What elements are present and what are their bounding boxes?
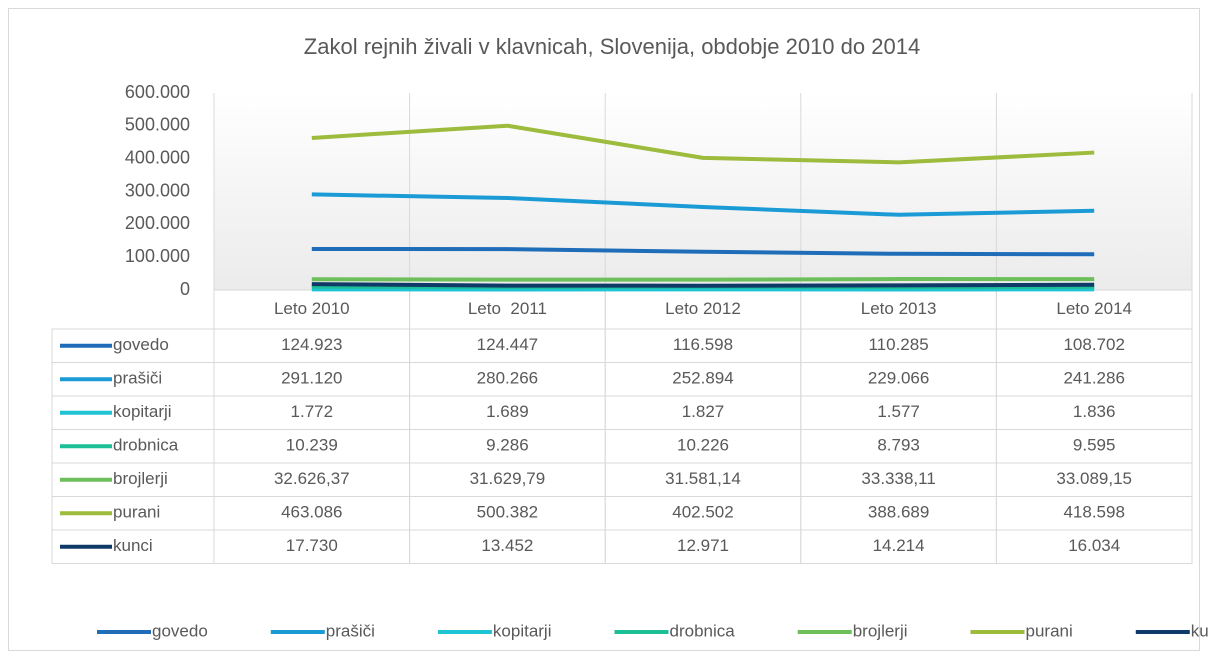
y-tick-label: 0: [180, 279, 190, 299]
legend-label: govedo: [152, 621, 208, 640]
table-cell: [995, 529, 1193, 564]
table-value: 16.034: [1068, 536, 1120, 555]
row-label: brojlerji: [113, 469, 168, 488]
chart-title: Zakol rejnih živali v klavnicah, Sloveni…: [304, 34, 920, 59]
table-value: 17.730: [286, 536, 338, 555]
series-line: [311, 123, 1095, 165]
table-value: 1.689: [486, 402, 529, 421]
table-value: 32.626,37: [274, 469, 350, 488]
table-value: 252.894: [672, 369, 733, 388]
table-value: 9.286: [486, 436, 529, 455]
table-value: 10.226: [677, 436, 729, 455]
series-line: [311, 277, 1095, 282]
table-value: 13.452: [481, 536, 533, 555]
table-value: 33.338,11: [861, 469, 935, 488]
table-value: 1.836: [1073, 402, 1116, 421]
table-value: 110.285: [868, 335, 928, 354]
y-tick-label: 200.000: [125, 213, 190, 233]
y-tick-label: 500.000: [125, 115, 190, 135]
table-value: 500.382: [477, 503, 538, 522]
table-value: 9.595: [1073, 436, 1116, 455]
table-value: 12.971: [677, 536, 729, 555]
row-label: purani: [113, 503, 160, 522]
table-value: 241.286: [1063, 369, 1124, 388]
category-label: Leto 2014: [1056, 299, 1132, 318]
category-label: Leto 2011: [468, 299, 547, 318]
table-value: 1.577: [877, 402, 920, 421]
plot-area: [214, 93, 1192, 290]
series-line: [311, 192, 1095, 217]
y-tick-label: 400.000: [125, 147, 190, 167]
row-label: govedo: [113, 335, 169, 354]
table-value: 116.598: [673, 335, 733, 354]
y-tick-label: 600.000: [125, 82, 190, 102]
table-value: 1.827: [682, 402, 725, 421]
legend-label: prašiči: [326, 621, 375, 640]
series-line: [311, 282, 1095, 288]
table-value: 280.266: [477, 369, 538, 388]
table-value: 124.447: [477, 335, 538, 354]
category-label: Leto 2013: [861, 299, 937, 318]
row-label: kunci: [113, 536, 153, 555]
table-value: 418.598: [1063, 503, 1124, 522]
table-value: 8.793: [877, 436, 920, 455]
table-value: 402.502: [672, 503, 733, 522]
category-label: Leto 2010: [274, 299, 350, 318]
table-value: 31.581,14: [665, 469, 741, 488]
table-value: 33.089,15: [1056, 469, 1132, 488]
table-value: 1.772: [291, 402, 334, 421]
legend-label: brojlerji: [853, 621, 908, 640]
row-label: kopitarji: [113, 402, 172, 421]
legend-label: kopitarji: [493, 621, 552, 640]
table-value: 124.923: [281, 335, 342, 354]
row-label: prašiči: [113, 369, 162, 388]
legend-label: purani: [1026, 621, 1073, 640]
category-label: Leto 2012: [665, 299, 741, 318]
table-value: 31.629,79: [470, 469, 546, 488]
y-tick-label: 300.000: [125, 180, 190, 200]
table-value: 14.214: [873, 536, 925, 555]
table-value: 291.120: [281, 369, 342, 388]
legend-label: drobnica: [670, 621, 736, 640]
series-line: [311, 246, 1095, 257]
table-value: 388.689: [868, 503, 929, 522]
table-value: 108.702: [1063, 335, 1124, 354]
table-value: 463.086: [281, 503, 342, 522]
table-value: 10.239: [286, 436, 338, 455]
table-value: 229.066: [868, 369, 929, 388]
row-label: drobnica: [113, 436, 179, 455]
legend-label: kunci: [1191, 621, 1208, 640]
y-tick-label: 100.000: [125, 246, 190, 266]
